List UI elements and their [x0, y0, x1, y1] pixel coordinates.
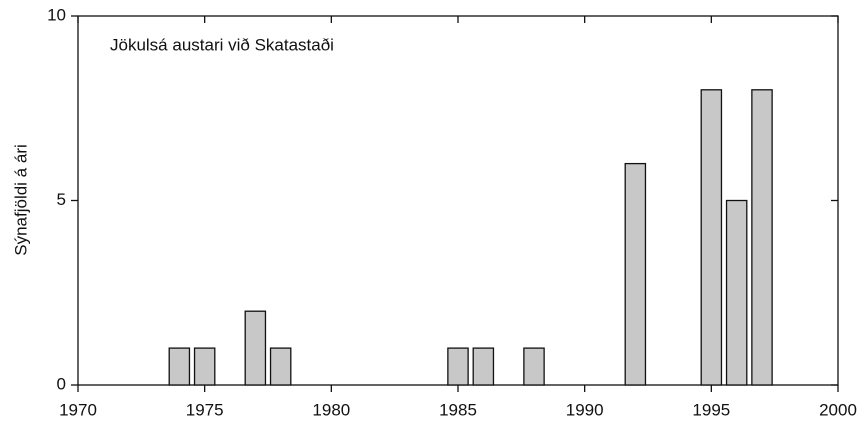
plot-frame — [77, 15, 839, 386]
chart-title: Jökulsá austari við Skatastaði — [110, 35, 334, 54]
bar — [472, 347, 495, 386]
x-tick-label: 1975 — [186, 400, 224, 419]
x-tick-label: 1980 — [312, 400, 350, 419]
bar — [700, 89, 723, 386]
bar — [244, 310, 267, 386]
bar — [447, 347, 469, 386]
bar — [725, 199, 748, 386]
y-axis-label: Sýnafjöldi á ári — [11, 144, 30, 256]
y-tick-label: 5 — [57, 190, 66, 209]
bar — [523, 347, 545, 386]
x-tick-label: 1985 — [439, 400, 477, 419]
x-tick-label: 1990 — [566, 400, 604, 419]
bar — [751, 89, 773, 386]
bar — [168, 347, 191, 386]
x-tick-label: 2000 — [819, 400, 857, 419]
x-tick-label: 1995 — [692, 400, 730, 419]
y-tick-label: 0 — [57, 374, 66, 393]
y-tick-label: 10 — [47, 5, 66, 24]
bar — [624, 162, 647, 386]
bar — [193, 347, 216, 386]
x-tick-label: 1970 — [59, 400, 97, 419]
bar — [269, 347, 292, 386]
